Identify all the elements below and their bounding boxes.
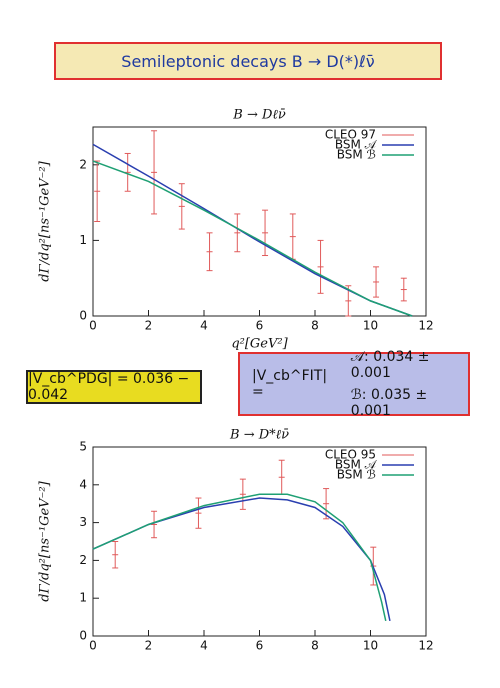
error-bar: [112, 541, 119, 569]
x-tick-label: 12: [418, 319, 433, 333]
curve: [92, 497, 391, 622]
error-bar: [94, 160, 101, 222]
y-tick-label: 1: [79, 591, 87, 605]
curve: [92, 143, 413, 317]
chart-title: B → D*ℓν̄: [229, 428, 289, 443]
x-tick-label: 2: [145, 319, 153, 333]
error-bar: [234, 213, 241, 253]
error-bar: [195, 497, 202, 529]
x-tick-label: 6: [256, 639, 264, 653]
legend-label: BSM ℬ: [337, 148, 376, 162]
fit-label: |V_cb^FIT| =: [252, 368, 328, 400]
error-bar: [262, 209, 269, 257]
legend-label: CLEO 95: [325, 448, 376, 462]
plot-frame: [92, 446, 427, 637]
error-bar: [206, 232, 213, 272]
y-tick-label: 0: [79, 309, 87, 323]
y-tick-label: 0: [79, 629, 87, 643]
error-bar: [151, 510, 158, 539]
x-tick-label: 12: [418, 639, 433, 653]
slide-title: Semileptonic decays B → D(*)ℓν̄: [54, 42, 442, 80]
y-tick-label: 2: [79, 157, 87, 171]
fit-a: 𝒜: 0.034 ± 0.001: [350, 349, 430, 381]
legend-label: CLEO 97: [325, 128, 376, 142]
y-tick-label: 3: [79, 515, 87, 529]
x-tick-label: 6: [256, 319, 264, 333]
error-bar: [178, 183, 185, 230]
x-axis-label: q²[GeV²]: [231, 337, 288, 352]
legend-label: BSM 𝒜: [335, 138, 378, 152]
error-bar: [373, 266, 380, 298]
fit-rows: 𝒜: 0.034 ± 0.001 ℬ: 0.035 ± 0.001: [351, 349, 468, 419]
fit-b: ℬ: 0.035 ± 0.001: [350, 387, 428, 419]
x-tick-label: 4: [200, 319, 208, 333]
error-bar: [317, 239, 324, 294]
y-tick-label: 1: [79, 233, 87, 247]
curve: [92, 160, 413, 317]
x-tick-label: 2: [145, 639, 153, 653]
x-tick-label: 10: [363, 639, 378, 653]
error-bar: [400, 277, 407, 302]
error-bar: [239, 478, 246, 510]
x-tick-label: 10: [363, 319, 378, 333]
legend-label: BSM 𝒜: [335, 458, 378, 472]
chart-title: B → Dℓν̄: [232, 108, 286, 123]
x-tick-label: 0: [89, 319, 97, 333]
y-axis-label: dΓ/dq²[ns⁻¹GeV⁻²]: [38, 480, 53, 601]
curve: [92, 493, 387, 622]
x-tick-label: 8: [311, 319, 319, 333]
y-tick-label: 5: [79, 440, 87, 454]
error-bar: [278, 459, 285, 495]
y-tick-label: 2: [79, 553, 87, 567]
error-bar: [289, 213, 296, 260]
x-tick-label: 0: [89, 639, 97, 653]
error-bar: [323, 488, 330, 520]
legend-label: BSM ℬ: [337, 468, 376, 482]
vcb-fit-box: |V_cb^FIT| = 𝒜: 0.034 ± 0.001 ℬ: 0.035 ±…: [238, 349, 470, 419]
vcb-pdg-box: |V_cb^PDG| = 0.036 − 0.042: [26, 370, 202, 404]
x-tick-label: 8: [311, 639, 319, 653]
x-tick-label: 4: [200, 639, 208, 653]
y-axis-label: dΓ/dq²[ns⁻¹GeV⁻²]: [38, 160, 53, 281]
y-tick-label: 4: [79, 477, 87, 491]
error-bar: [151, 130, 158, 215]
